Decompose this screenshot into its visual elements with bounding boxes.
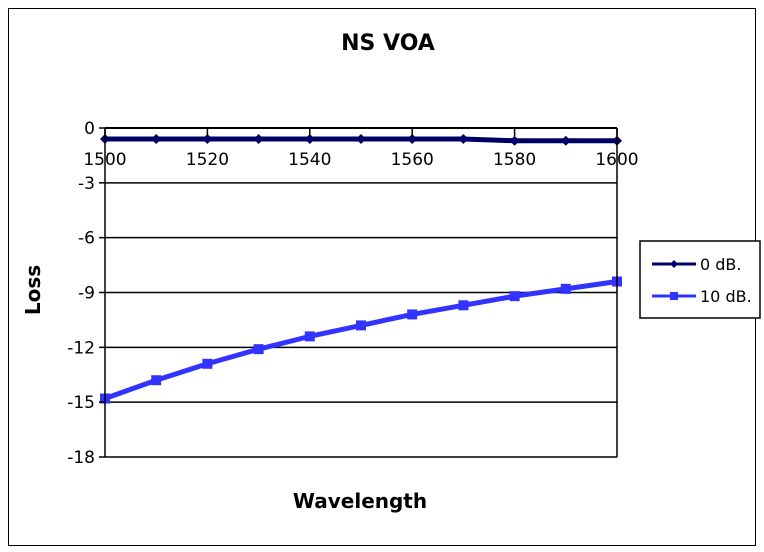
- legend: 0 dB. 10 dB.: [639, 240, 761, 319]
- series-0-point-5: [356, 133, 366, 144]
- series-0: [100, 133, 622, 146]
- legend-box: [639, 240, 761, 319]
- series-1-point-7: [458, 300, 469, 311]
- series-1-point-6: [407, 309, 418, 320]
- series-1-point-4: [304, 331, 315, 342]
- series-0-point-3: [253, 133, 264, 144]
- series-0-point-1: [151, 133, 162, 144]
- y-tick-label-3: -9: [78, 284, 95, 304]
- y-tick-label-2: -6: [78, 229, 95, 249]
- series-1: [100, 276, 622, 404]
- chart-title: NS VOA: [341, 31, 435, 56]
- x-tick-label-0: 1500: [83, 150, 126, 170]
- series-0-point-7: [458, 133, 469, 144]
- y-tick-label-6: -18: [67, 448, 95, 468]
- series-0-point-2: [202, 133, 213, 144]
- x-tick-label-2: 1540: [288, 150, 331, 170]
- series-0-point-6: [407, 133, 418, 144]
- series-0-point-4: [304, 133, 315, 144]
- y-tick-label-5: -15: [67, 393, 95, 413]
- x-tick-label-1: 1520: [186, 150, 229, 170]
- x-tick-label-3: 1560: [391, 150, 434, 170]
- series-0-point-9: [560, 135, 571, 146]
- series-1-point-2: [202, 358, 213, 369]
- x-tick-label-5: 1600: [595, 150, 638, 170]
- series-layer: [100, 133, 622, 404]
- x-axis-label: Wavelength: [293, 489, 427, 513]
- series-line-1: [104, 279, 618, 401]
- series-1-point-1: [151, 375, 162, 386]
- y-tick-label-4: -12: [67, 338, 95, 358]
- series-1-point-5: [356, 320, 366, 331]
- legend-label-1: 10 dB.: [700, 287, 752, 306]
- y-tick-label-0: 0: [84, 119, 95, 139]
- series-1-point-3: [253, 344, 264, 355]
- legend-label-0: 0 dB.: [700, 255, 741, 274]
- legend-marker-1: [670, 292, 678, 300]
- y-tick-label-1: -3: [78, 174, 95, 194]
- series-1-point-9: [560, 283, 571, 294]
- x-tick-label-4: 1580: [493, 150, 536, 170]
- series-1-point-8: [509, 291, 520, 302]
- y-axis-label: Loss: [21, 265, 45, 315]
- axes-layer: 1500 1520 1540 1560 1580 1600 0 -3 -6 -9 -12 -15 -18: [67, 119, 638, 468]
- legend-marker-0: [670, 260, 678, 268]
- series-0-point-8: [509, 135, 520, 146]
